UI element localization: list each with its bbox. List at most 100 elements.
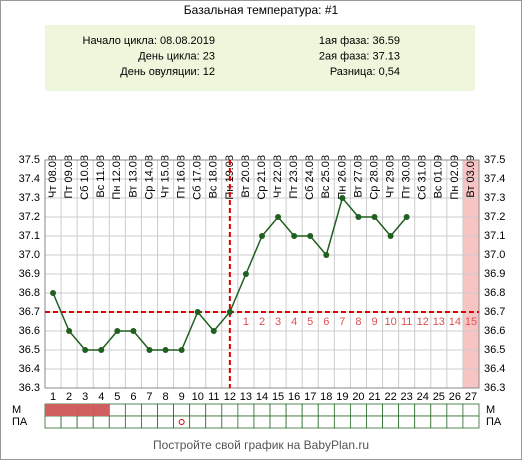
row-cell [446, 415, 464, 429]
luteal-day-label: 8 [355, 316, 361, 328]
info-text: День овуляции: 12 [120, 66, 215, 78]
luteal-day-label: 7 [339, 316, 345, 328]
y-tick-label: 36.8 [484, 287, 505, 299]
date-label: Вт 27.08 [352, 155, 364, 198]
x-tick-label: 20 [352, 391, 364, 403]
date-label: Пт 16.08 [176, 155, 188, 199]
x-tick-label: 21 [368, 391, 380, 403]
y-tick-label: 36.3 [484, 382, 505, 394]
y-tick-label: 36.5 [484, 344, 505, 356]
x-tick-label: 15 [272, 391, 284, 403]
row-cell [173, 415, 191, 429]
row-cell [237, 403, 255, 417]
luteal-day-label: 14 [449, 316, 461, 328]
row-cell [350, 415, 367, 429]
row-cell [205, 415, 223, 429]
data-point [323, 252, 330, 258]
luteal-day-label: 4 [291, 316, 297, 328]
date-label: Ср 21.08 [256, 155, 268, 200]
row-cell [76, 415, 94, 429]
info-text: Разница: 0,54 [330, 66, 400, 78]
row-cell [382, 403, 400, 417]
date-label: Чт 15.08 [159, 155, 171, 198]
data-point [339, 195, 346, 201]
data-point [259, 233, 265, 239]
y-tick-label: 37.1 [484, 230, 505, 242]
row-cell [157, 403, 174, 417]
x-tick-label: 10 [192, 391, 204, 403]
y-tick-label: 37.1 [19, 230, 40, 242]
data-point [403, 214, 410, 220]
data-point [226, 309, 233, 315]
x-tick-label: 25 [433, 391, 445, 403]
x-tick-label: 17 [304, 391, 316, 403]
menstruation-cell [61, 404, 78, 416]
x-tick-label: 27 [465, 391, 477, 403]
row-cell [333, 403, 351, 417]
data-point [50, 290, 57, 296]
row-label: М [12, 404, 21, 416]
luteal-day-label: 12 [417, 316, 429, 328]
x-tick-label: 14 [256, 391, 268, 403]
data-point [291, 233, 298, 239]
data-point [242, 271, 249, 277]
y-tick-label: 37.4 [484, 173, 505, 185]
row-cell [269, 415, 287, 429]
row-cell [350, 403, 367, 417]
row-label: ПА [12, 416, 28, 428]
y-tick-label: 36.9 [484, 268, 505, 280]
x-tick-label: 13 [240, 391, 252, 403]
date-label: Сб 31.08 [417, 155, 429, 200]
info-text: День цикла: 23 [138, 50, 215, 62]
footer: Постройте свой график на BabyPlan.ru [153, 438, 369, 452]
row-cell [285, 403, 303, 417]
row-cell [382, 415, 400, 429]
data-point [387, 233, 394, 239]
info-text: Начало цикла: 08.08.2019 [83, 35, 215, 47]
y-tick-label: 36.9 [19, 268, 40, 280]
y-tick-label: 37.5 [19, 154, 40, 166]
y-tick-label: 37.0 [484, 249, 505, 261]
date-label: Чт 29.08 [384, 155, 396, 198]
y-tick-label: 37.3 [484, 192, 505, 204]
row-cell [253, 403, 271, 417]
data-point [355, 214, 362, 220]
data-point [114, 328, 121, 334]
row-cell [398, 403, 416, 417]
row-cell [205, 403, 223, 417]
x-tick-label: 19 [336, 391, 348, 403]
x-tick-label: 23 [401, 391, 413, 403]
date-label: Вс 25.08 [320, 155, 332, 198]
info-box [45, 25, 475, 91]
x-tick-label: 1 [50, 391, 56, 403]
data-point [98, 347, 105, 353]
x-tick-label: 9 [179, 391, 185, 403]
row-cell [221, 415, 239, 429]
plot-border [44, 159, 480, 389]
y-tick-label: 37.4 [19, 173, 40, 185]
luteal-day-label: 13 [433, 316, 445, 328]
row-cell [124, 415, 142, 429]
data-point [146, 347, 153, 353]
x-tick-label: 5 [114, 391, 120, 403]
row-cell [189, 403, 207, 417]
row-cell [446, 403, 464, 417]
date-label: Пт 23.08 [288, 155, 300, 199]
luteal-day-label: 15 [465, 316, 477, 328]
data-point [178, 347, 185, 353]
x-tick-label: 2 [66, 391, 72, 403]
row-cell [237, 415, 255, 429]
y-tick-label: 36.6 [19, 325, 40, 337]
row-cell [414, 415, 432, 429]
y-tick-label: 36.7 [19, 306, 40, 318]
data-point [194, 309, 201, 315]
row-cell [108, 403, 126, 417]
x-tick-label: 11 [208, 391, 219, 403]
date-label: Вт 03.09 [465, 155, 477, 198]
date-label: Чт 22.08 [272, 155, 284, 198]
date-label: Пн 12.08 [111, 155, 123, 200]
x-tick-label: 8 [162, 391, 168, 403]
luteal-day-label: 6 [323, 316, 329, 328]
x-tick-label: 12 [224, 391, 236, 403]
row-cell [269, 403, 287, 417]
